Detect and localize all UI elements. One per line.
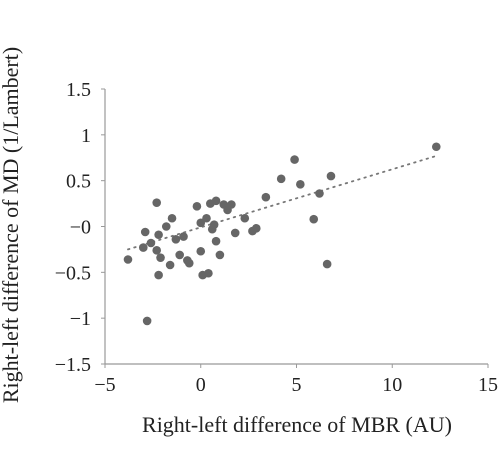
data-point xyxy=(167,213,177,223)
data-point xyxy=(309,214,319,224)
trendline-group xyxy=(127,155,438,251)
y-tick-label: −1.5 xyxy=(55,354,91,376)
y-axis-title: Right-left difference of MD (1/Lambert) xyxy=(0,47,23,403)
trendline xyxy=(127,155,438,251)
data-point xyxy=(152,246,162,255)
y-tick-label: 0.5 xyxy=(66,171,91,193)
tick-labels: 1.5 1 0.5 −0 −0.5 −1 −1.5−5 0 5 10 15 xyxy=(55,79,498,396)
y-tick-label: −1 xyxy=(70,308,91,330)
data-point xyxy=(227,200,236,209)
data-point xyxy=(326,171,336,181)
data-point xyxy=(161,222,171,231)
data-points xyxy=(123,142,441,326)
y-tick-label: −0 xyxy=(70,217,91,239)
y-tick-label: −0.5 xyxy=(55,262,91,284)
data-point xyxy=(215,250,225,260)
data-point xyxy=(154,270,163,280)
data-point xyxy=(240,213,250,223)
data-point xyxy=(296,180,305,189)
data-point xyxy=(179,232,188,241)
data-point xyxy=(156,253,165,262)
axes xyxy=(101,88,489,368)
data-point xyxy=(196,246,206,256)
x-tick-label: −5 xyxy=(94,374,115,396)
data-point xyxy=(123,255,133,264)
x-tick-label: 15 xyxy=(478,374,498,396)
data-point xyxy=(211,196,221,206)
data-point xyxy=(290,155,299,164)
data-point xyxy=(196,218,206,228)
data-point xyxy=(431,142,441,152)
data-point xyxy=(152,198,162,207)
data-point xyxy=(202,213,211,223)
data-point xyxy=(251,224,261,233)
data-point xyxy=(175,250,184,260)
data-point xyxy=(184,258,194,268)
data-point xyxy=(165,260,175,270)
x-tick-label: 0 xyxy=(196,374,206,396)
data-point xyxy=(211,236,221,246)
data-point xyxy=(142,316,152,326)
data-point xyxy=(146,238,156,248)
data-point xyxy=(315,189,324,198)
data-point xyxy=(139,243,148,252)
data-point xyxy=(261,192,271,202)
x-tick-label: 5 xyxy=(292,374,302,396)
x-tick-label: 10 xyxy=(382,374,402,396)
data-point xyxy=(322,259,332,269)
data-point xyxy=(209,220,219,229)
data-point xyxy=(276,174,286,184)
x-axis-title: Right-left difference of MBR (AU) xyxy=(142,412,452,437)
data-point xyxy=(154,230,163,240)
data-point xyxy=(230,228,240,238)
y-tick-label: 1 xyxy=(81,125,91,147)
data-point xyxy=(192,202,202,211)
data-point xyxy=(171,235,181,244)
y-tick-label: 1.5 xyxy=(66,79,91,101)
data-point xyxy=(140,227,150,237)
data-point xyxy=(204,268,213,278)
